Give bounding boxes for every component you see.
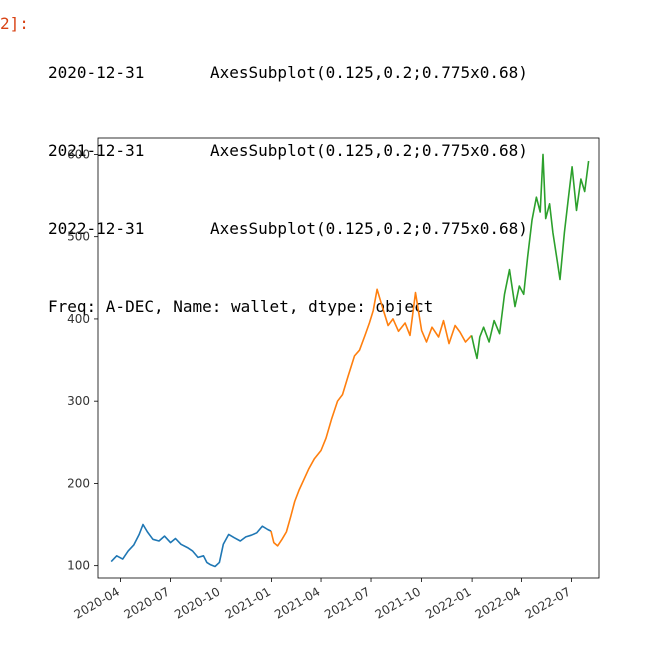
y-tick-label: 500	[67, 230, 90, 244]
plot-frame	[97, 137, 600, 579]
output-value: AxesSubplot(0.125,0.2;0.775x0.68)	[210, 141, 528, 160]
output-key: 2022-12-31	[48, 219, 145, 238]
series-line-2	[270, 288, 473, 547]
x-tick-label: 2021-10	[373, 584, 423, 621]
y-tick-label: 200	[67, 476, 90, 490]
output-row: 2020-12-31 AxesSubplot(0.125,0.2;0.775x0.…	[48, 60, 528, 86]
x-tick-label: 2022-01	[423, 584, 473, 621]
y-tick-label: 400	[67, 312, 90, 326]
output-value: AxesSubplot(0.125,0.2;0.775x0.68)	[210, 219, 528, 238]
x-tick-label: 2022-07	[523, 584, 573, 621]
y-tick-label: 600	[67, 147, 90, 161]
x-tick-label: 2021-07	[322, 584, 372, 621]
series-line-1	[110, 523, 272, 568]
y-tick-label: 100	[67, 559, 90, 573]
x-tick-label: 2020-04	[72, 584, 122, 621]
x-tick-label: 2022-04	[473, 584, 523, 621]
cell-prompt: 2]:	[0, 14, 29, 33]
output-row: 2021-12-31 AxesSubplot(0.125,0.2;0.775x0.…	[48, 138, 528, 164]
x-tick-label: 2020-07	[122, 584, 172, 621]
x-tick-label: 2020-10	[172, 584, 222, 621]
cell-output: 2020-12-31 AxesSubplot(0.125,0.2;0.775x0.…	[48, 8, 528, 346]
output-key: 2020-12-31	[48, 63, 145, 82]
series-line-3	[470, 153, 590, 360]
y-tick-label: 300	[67, 394, 90, 408]
x-tick-label: 2021-01	[223, 584, 273, 621]
x-tick-label: 2021-04	[272, 584, 322, 621]
output-value: AxesSubplot(0.125,0.2;0.775x0.68)	[210, 63, 528, 82]
output-row: 2022-12-31 AxesSubplot(0.125,0.2;0.775x0.…	[48, 216, 528, 242]
output-key: 2021-12-31	[48, 141, 145, 160]
